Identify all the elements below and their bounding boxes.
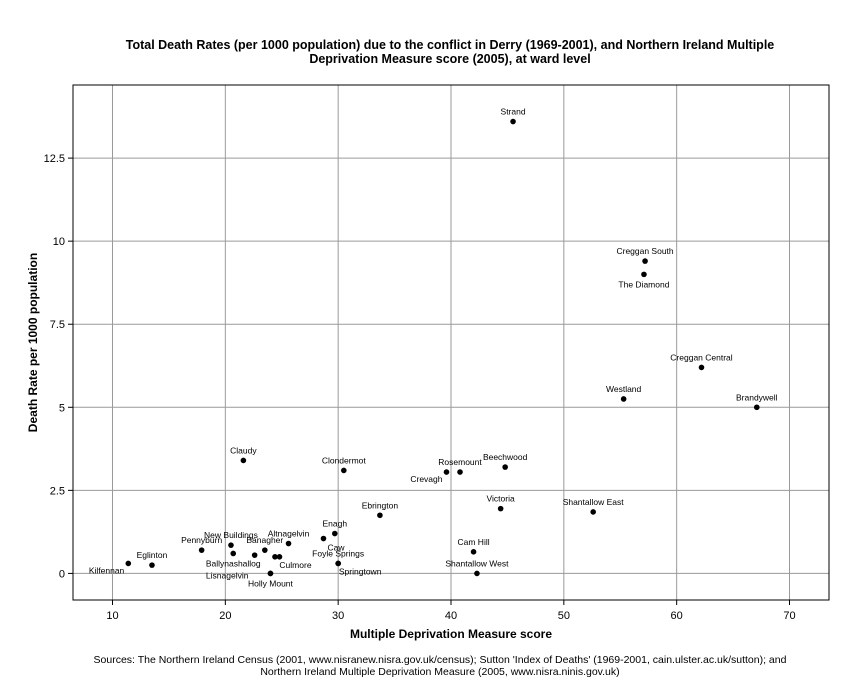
data-point-21 <box>251 552 258 558</box>
data-point-26 <box>125 560 132 567</box>
point-label-6: Claudy <box>230 445 257 455</box>
point-label-24: Foyle Springs <box>312 548 364 558</box>
point-label-26: Kilfennan <box>89 565 125 575</box>
point-label-2: The Diamond <box>618 279 669 289</box>
point-label-4: Westland <box>606 384 642 394</box>
point-label-9: Crevagh <box>410 474 442 484</box>
data-point-31 <box>267 570 274 577</box>
data-point-13 <box>377 512 383 519</box>
point-label-30: Lisnagelvin <box>206 570 249 580</box>
point-label-7: Clondermot <box>322 455 367 465</box>
y-tick-label-3: 7.5 <box>50 319 65 331</box>
point-label-20: Ballynashallog <box>206 558 261 568</box>
x-tick-label-3: 40 <box>445 610 457 622</box>
data-point-2 <box>641 271 647 278</box>
data-point-16 <box>320 535 327 542</box>
data-point-22 <box>272 554 278 560</box>
x-tick-label-6: 70 <box>783 610 795 622</box>
point-label-5: Brandywell <box>736 392 778 402</box>
data-point-8 <box>457 469 463 475</box>
x-tick-label-0: 10 <box>106 610 118 622</box>
data-point-15 <box>285 540 292 547</box>
data-point-25 <box>149 562 155 568</box>
y-tick-label-1: 2.5 <box>50 485 65 497</box>
y-tick-label-0: 0 <box>59 568 65 580</box>
point-label-14: Enagh <box>322 519 347 529</box>
data-point-18 <box>262 547 268 553</box>
data-point-6 <box>240 457 247 464</box>
y-tick-label-4: 10 <box>53 236 65 248</box>
data-point-3 <box>698 364 705 371</box>
point-label-29: Springtown <box>339 566 382 576</box>
sources-line-2: Northern Ireland Multiple Deprivation Me… <box>260 666 620 678</box>
point-label-27: Cam Hill <box>458 537 490 547</box>
point-label-19: Pennyburn <box>181 535 222 545</box>
point-label-28: Shantallow West <box>445 558 509 568</box>
x-tick-label-4: 50 <box>558 610 570 622</box>
data-point-17 <box>228 542 234 548</box>
data-point-20 <box>230 550 237 557</box>
sources-line-1: Sources: The Northern Ireland Census (20… <box>93 654 787 666</box>
data-point-4 <box>620 396 627 402</box>
data-point-23 <box>276 554 283 560</box>
data-point-19 <box>198 547 205 553</box>
data-point-27 <box>470 549 477 555</box>
point-label-1: Creggan South <box>616 246 673 256</box>
x-tick-label-2: 30 <box>332 610 344 622</box>
point-label-11: Victoria <box>487 494 515 504</box>
point-label-25: Eglinton <box>137 550 168 560</box>
point-label-10: Beechwood <box>483 452 528 462</box>
data-point-28 <box>474 570 480 577</box>
point-label-8: Rosemount <box>438 457 482 467</box>
data-point-29 <box>335 560 341 567</box>
data-point-12 <box>590 509 596 515</box>
data-point-1 <box>642 258 648 264</box>
y-tick-label-2: 5 <box>59 402 65 414</box>
point-label-23: Culmore <box>279 560 311 570</box>
x-tick-label-5: 60 <box>671 610 683 622</box>
point-label-16: Caw <box>327 543 345 553</box>
data-point-7 <box>341 467 347 474</box>
point-label-18: Banagher <box>246 535 283 545</box>
x-tick-label-1: 20 <box>219 610 231 622</box>
chart-title-line-1: Total Death Rates (per 1000 population) … <box>125 38 775 52</box>
point-label-0: Strand <box>501 107 526 117</box>
point-label-17: New Buildings <box>204 530 258 540</box>
point-label-31: Holly Mount <box>248 578 294 588</box>
data-point-5 <box>753 404 760 411</box>
data-point-10 <box>502 464 508 470</box>
point-label-15: Altnagelvin <box>268 529 310 539</box>
point-label-12: Shantallow East <box>563 497 625 507</box>
y-axis-label: Death Rate per 1000 population <box>26 253 40 432</box>
chart-title-line-2: Deprivation Measure score (2005), at war… <box>309 52 591 66</box>
x-axis-label: Multiple Deprivation Measure score <box>350 627 552 641</box>
y-tick-label-5: 12.5 <box>44 153 65 165</box>
data-point-0 <box>510 118 516 125</box>
point-label-3: Creggan Central <box>670 352 732 362</box>
data-point-11 <box>497 505 504 512</box>
data-point-14 <box>331 530 338 537</box>
data-point-9 <box>443 469 450 475</box>
point-label-13: Ebrington <box>362 500 399 510</box>
